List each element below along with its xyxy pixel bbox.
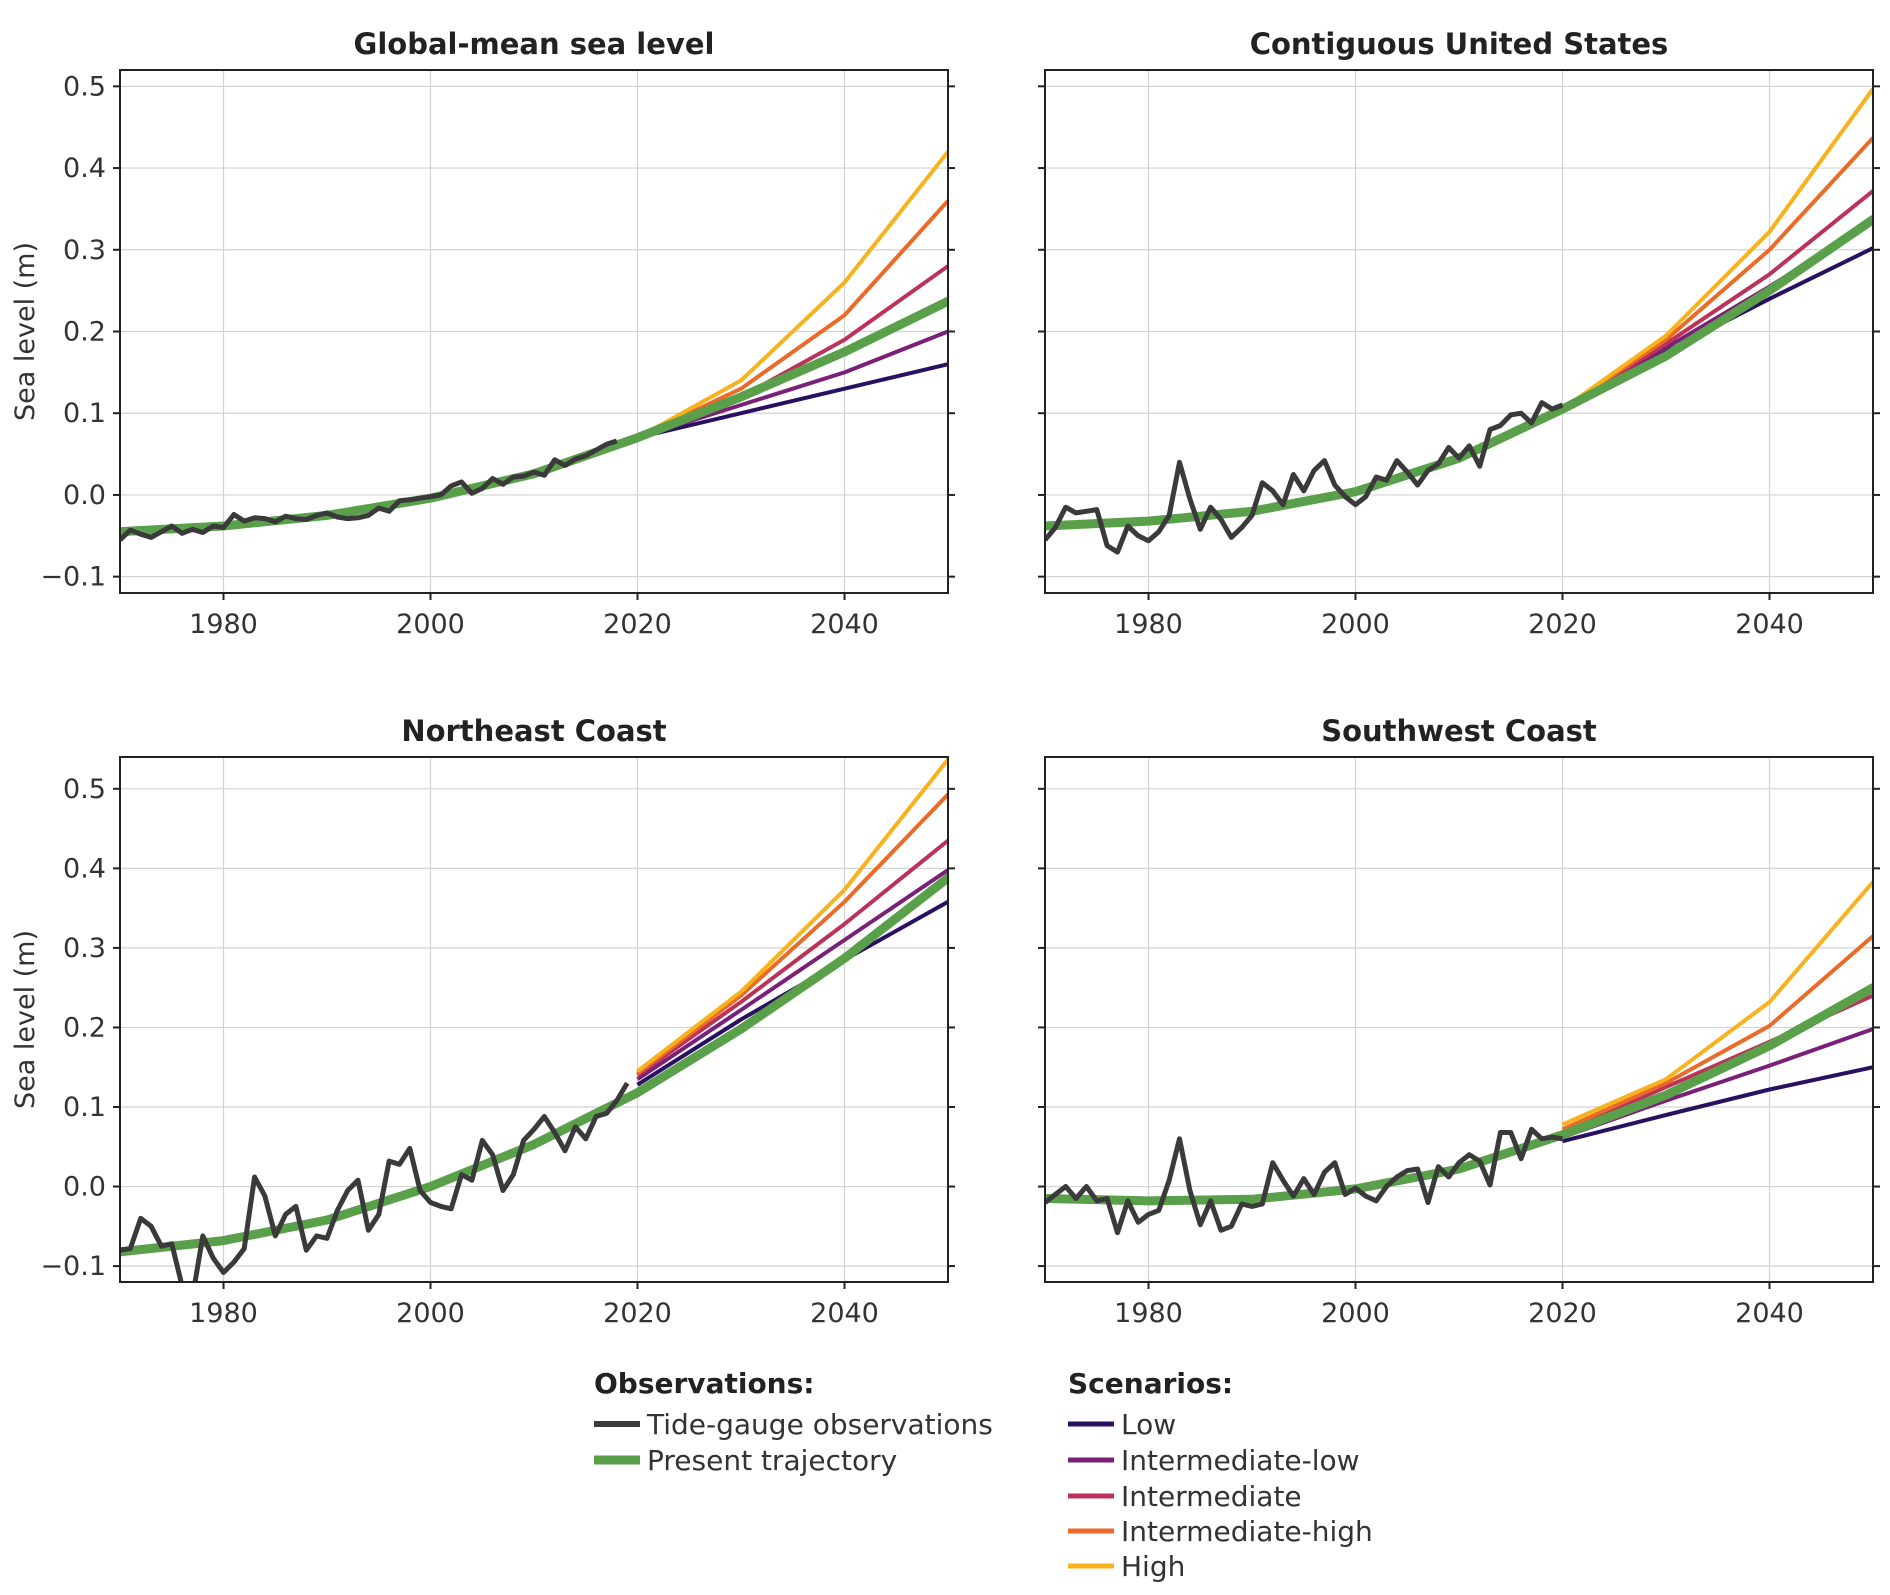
y-tick-label: 0.2: [63, 317, 106, 348]
y-tick-label: −0.1: [40, 1251, 106, 1282]
series-intlow: [636, 868, 948, 1081]
x-tick-label: 2020: [603, 609, 672, 640]
axes-frame: [119, 756, 949, 1283]
series-high: [1561, 880, 1873, 1127]
series-high: [636, 150, 948, 440]
plot-area: [120, 758, 948, 1282]
y-tick-label: 0.1: [63, 1092, 106, 1123]
panel-title: Global-mean sea level: [354, 27, 715, 61]
x-tick-label: 1980: [189, 1298, 258, 1329]
plot-area: [1045, 880, 1873, 1236]
panel-southwest-coast: 1980 2000 2020 2040 Southwest Coast: [1038, 714, 1880, 1329]
legend-label-low: Low: [1121, 1408, 1176, 1441]
series-present-trajectory: [120, 873, 948, 1257]
series-high: [636, 758, 948, 1073]
panel-northeast-coast: 1980 2000 2020 2040 −0.1 0.0 0.1 0.2 0.3 0.4 0.5 No…: [10, 714, 955, 1329]
plot-area: [120, 150, 948, 542]
x-tick-label: 1980: [1114, 1298, 1183, 1329]
y-tick-label: 0.0: [63, 1172, 106, 1203]
x-tick-label: 2000: [1321, 609, 1390, 640]
series-tide-gauge-observations: [1045, 1126, 1563, 1236]
legend-scenarios-title: Scenarios:: [1068, 1367, 1233, 1400]
y-tick-label: 0.3: [63, 235, 106, 266]
series-inthigh: [636, 793, 948, 1076]
y-axis-label: Sea level (m): [10, 242, 41, 421]
panel-title: Contiguous United States: [1250, 27, 1669, 61]
y-tick-label: 0.4: [63, 153, 106, 184]
panel-contiguous-united-states: 1980 2000 2020 2040 Contiguous United States: [1038, 27, 1880, 640]
legend-label-intermediate: Intermediate: [1121, 1480, 1302, 1513]
series-low: [1562, 1065, 1873, 1144]
series-present-trajectory: [1045, 983, 1873, 1206]
legend-label-intermediate-high: Intermediate-high: [1121, 1515, 1373, 1548]
x-tick-label: 2020: [603, 1298, 672, 1329]
x-tick-label: 1980: [189, 609, 258, 640]
y-tick-label: 0.5: [63, 71, 106, 102]
legend-observations-title: Observations:: [594, 1367, 814, 1400]
series-tide-gauge-observations: [120, 1081, 630, 1282]
plot-area: [1045, 87, 1873, 555]
y-tick-label: 0.3: [63, 933, 106, 964]
x-tick-label: 1980: [1114, 609, 1183, 640]
y-tick-label: 0.1: [63, 398, 106, 429]
series-high: [1561, 87, 1873, 411]
panel-global-mean-sea-level: 1980 2000 2020 2040 −0.1 0.0 0.1 0.2 0.3 0.4 0.5 Gl…: [10, 27, 955, 640]
legend: Observations: Tide-gauge observations Pr…: [594, 1367, 1373, 1583]
legend-label-intermediate-low: Intermediate-low: [1121, 1444, 1360, 1477]
series-int: [636, 838, 948, 1077]
series-present-trajectory: [120, 296, 948, 537]
panel-title: Southwest Coast: [1321, 714, 1597, 748]
x-tick-label: 2040: [1735, 1298, 1804, 1329]
x-tick-label: 2040: [810, 609, 879, 640]
series-tide-gauge-observations: [1045, 400, 1564, 555]
legend-label-trajectory: Present trajectory: [647, 1444, 897, 1477]
legend-label-observations: Tide-gauge observations: [646, 1408, 993, 1441]
x-tick-label: 2000: [396, 1298, 465, 1329]
x-tick-label: 2040: [810, 1298, 879, 1329]
panels: 1980 2000 2020 2040 −0.1 0.0 0.1 0.2 0.3 0.4 0.5 Gl…: [10, 27, 1880, 1329]
y-tick-label: −0.1: [40, 562, 106, 593]
series-inthigh: [1561, 934, 1873, 1132]
y-tick-label: 0.0: [63, 480, 106, 511]
panel-title: Northeast Coast: [401, 714, 666, 748]
y-tick-label: 0.5: [63, 774, 106, 805]
series-low: [637, 362, 948, 440]
y-axis-label: Sea level (m): [10, 930, 41, 1109]
legend-label-high: High: [1121, 1550, 1185, 1583]
x-tick-label: 2000: [1321, 1298, 1390, 1329]
series-tide-gauge-observations: [120, 438, 618, 542]
axes-frame: [1044, 756, 1874, 1283]
x-tick-label: 2000: [396, 609, 465, 640]
x-tick-label: 2020: [1528, 1298, 1597, 1329]
x-tick-label: 2020: [1528, 609, 1597, 640]
y-tick-label: 0.2: [63, 1012, 106, 1043]
y-tick-label: 0.4: [63, 853, 106, 884]
x-tick-label: 2040: [1735, 609, 1804, 640]
series-inthigh: [1561, 136, 1873, 411]
